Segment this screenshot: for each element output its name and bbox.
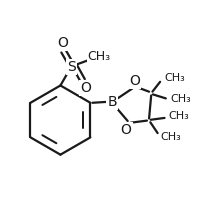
Text: O: O [80,81,91,95]
Text: CH₃: CH₃ [88,50,111,63]
Text: O: O [57,36,68,50]
Text: O: O [120,123,131,137]
Text: CH₃: CH₃ [169,111,189,121]
Text: CH₃: CH₃ [170,94,191,104]
Text: B: B [108,95,117,109]
Text: S: S [68,60,76,74]
Text: CH₃: CH₃ [160,132,181,142]
Text: O: O [129,74,140,88]
Text: CH₃: CH₃ [165,73,185,83]
